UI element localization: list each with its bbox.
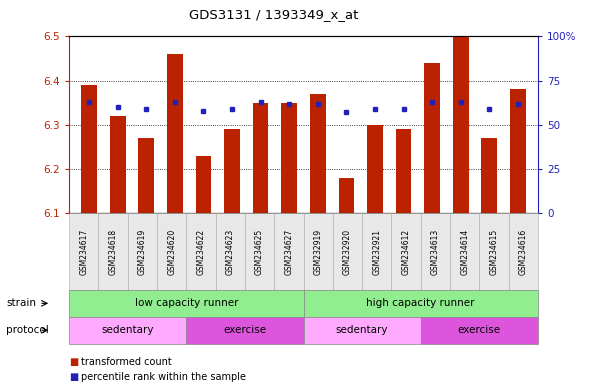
Bar — [453, 36, 469, 213]
Text: GSM232920: GSM232920 — [343, 228, 352, 275]
Bar — [167, 54, 183, 213]
Text: GSM234612: GSM234612 — [401, 228, 410, 275]
Bar — [395, 129, 412, 213]
Bar — [224, 129, 240, 213]
Bar — [481, 138, 497, 213]
Bar — [367, 125, 383, 213]
Text: transformed count: transformed count — [81, 358, 172, 367]
Text: GSM234617: GSM234617 — [79, 228, 88, 275]
Text: GSM234618: GSM234618 — [109, 228, 118, 275]
Text: GSM234622: GSM234622 — [197, 228, 206, 275]
Text: high capacity runner: high capacity runner — [367, 298, 475, 308]
Text: GSM234619: GSM234619 — [138, 228, 147, 275]
Bar — [281, 103, 297, 213]
Text: sedentary: sedentary — [102, 325, 154, 335]
Bar — [253, 103, 269, 213]
Text: GDS3131 / 1393349_x_at: GDS3131 / 1393349_x_at — [189, 8, 358, 21]
Text: ■: ■ — [69, 358, 78, 367]
Text: GSM234625: GSM234625 — [255, 228, 264, 275]
Bar — [310, 94, 326, 213]
Bar — [110, 116, 126, 213]
Text: GSM232921: GSM232921 — [372, 228, 381, 275]
Text: GSM234623: GSM234623 — [226, 228, 235, 275]
Text: low capacity runner: low capacity runner — [135, 298, 238, 308]
Text: GSM234613: GSM234613 — [431, 228, 440, 275]
Text: percentile rank within the sample: percentile rank within the sample — [81, 372, 246, 382]
Text: ■: ■ — [69, 372, 78, 382]
Text: GSM234616: GSM234616 — [519, 228, 528, 275]
Bar — [81, 85, 97, 213]
Bar — [138, 138, 154, 213]
Text: GSM234620: GSM234620 — [167, 228, 176, 275]
Bar — [510, 89, 526, 213]
Bar — [338, 178, 354, 213]
Text: protocol: protocol — [6, 325, 49, 335]
Text: GSM234627: GSM234627 — [284, 228, 293, 275]
Text: strain: strain — [6, 298, 36, 308]
Text: sedentary: sedentary — [336, 325, 388, 335]
Bar — [424, 63, 440, 213]
Bar — [195, 156, 212, 213]
Text: GSM234614: GSM234614 — [460, 228, 469, 275]
Text: exercise: exercise — [458, 325, 501, 335]
Text: exercise: exercise — [224, 325, 266, 335]
Text: GSM232919: GSM232919 — [314, 228, 323, 275]
Text: GSM234615: GSM234615 — [489, 228, 498, 275]
